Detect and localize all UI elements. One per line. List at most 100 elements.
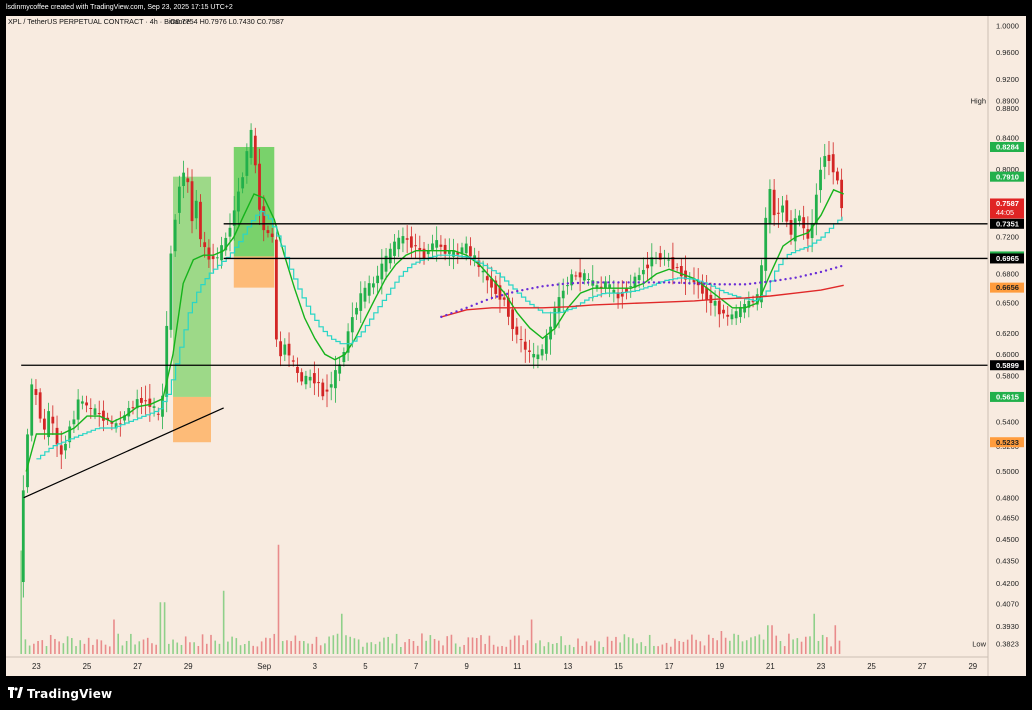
volume-bar	[556, 643, 558, 654]
candle-body	[452, 251, 455, 257]
candle-body	[827, 154, 831, 161]
candle-body	[519, 339, 523, 341]
volume-bar	[58, 641, 60, 654]
candle-body	[764, 217, 768, 271]
symbol-legend: XPL / TetherUS PERPETUAL CONTRACT · 4h ·…	[8, 17, 190, 26]
candle-body	[498, 285, 502, 300]
moving-average-dot	[769, 280, 772, 283]
price-tick-label: 0.4070	[996, 599, 1019, 608]
candle-body	[317, 382, 320, 384]
attribution-bar: lsdinmycoffee created with TradingView.c…	[0, 0, 1032, 16]
candle-body	[650, 257, 654, 267]
price-tick-label: 0.5800	[996, 372, 1019, 381]
candle-body	[494, 280, 498, 294]
candle-body	[810, 222, 814, 239]
candle-body	[798, 215, 801, 222]
candle-body	[464, 243, 468, 254]
volume-bar	[391, 643, 394, 654]
candle-body	[747, 300, 751, 308]
moving-average-dot	[753, 282, 757, 285]
candle-body	[447, 250, 451, 254]
candle-body	[460, 247, 464, 254]
candle-body	[148, 398, 152, 407]
candle-body	[397, 237, 401, 250]
candle-body	[26, 434, 29, 488]
price-label-value: 0.6965	[996, 254, 1019, 263]
volume-bar	[130, 633, 132, 654]
candle-body	[55, 427, 59, 445]
candle-body	[802, 217, 806, 229]
candle-body	[629, 286, 633, 288]
candlestick-chart[interactable]: 1.00000.96000.92000.88000.84000.80000.76…	[6, 16, 1026, 676]
volume-bar	[691, 634, 693, 654]
candle-body	[262, 206, 266, 231]
candle-body	[304, 375, 308, 385]
candle-body	[199, 201, 202, 240]
candle-body	[646, 264, 649, 269]
price-tick-label: 0.4800	[996, 493, 1019, 502]
volume-bar	[201, 634, 204, 654]
moving-average-dot	[460, 308, 463, 311]
volume-bar	[488, 635, 491, 654]
volume-bar	[125, 640, 128, 654]
volume-bar	[421, 633, 423, 654]
moving-average-dot	[490, 296, 494, 300]
candle-body	[51, 416, 55, 424]
volume-bar	[762, 639, 765, 654]
candle-body	[789, 220, 793, 235]
time-tick-label: 11	[513, 662, 521, 671]
volume-bar	[168, 643, 170, 654]
volume-bar	[400, 647, 402, 654]
tradingview-logo[interactable]: TradingView	[8, 687, 112, 701]
extreme-value-label: 0.3823	[996, 640, 1019, 649]
volume-bar	[239, 645, 242, 654]
moving-average-dot	[531, 287, 534, 290]
volume-bar	[703, 645, 706, 654]
price-tick-label: 1.0000	[996, 22, 1019, 31]
candle-body	[194, 200, 198, 219]
moving-average-dot	[759, 281, 762, 284]
volume-bar	[480, 635, 482, 654]
tradingview-brand: TradingView	[27, 687, 113, 701]
candle-body	[106, 417, 110, 420]
price-tick-label: 0.4650	[996, 514, 1019, 523]
moving-average-dot	[667, 281, 671, 284]
candle-body	[566, 285, 569, 287]
candle-body	[422, 248, 426, 258]
trendline[interactable]	[23, 407, 224, 499]
candle-body	[72, 419, 76, 425]
price-label-tag	[990, 360, 1024, 371]
candle-body	[300, 372, 304, 382]
volume-bar	[425, 640, 427, 654]
candle-body	[279, 341, 283, 357]
moving-average-dot	[536, 286, 539, 289]
chart-panel[interactable]: 1.00000.96000.92000.88000.84000.80000.76…	[6, 16, 1026, 676]
candle-body	[312, 373, 316, 384]
volume-bar	[720, 631, 723, 654]
candle-body	[713, 300, 717, 306]
price-label-tag	[990, 171, 1024, 182]
moving-average-dot	[500, 294, 504, 297]
volume-bar	[783, 646, 786, 654]
moving-average-dot	[546, 284, 549, 287]
volume-bar	[345, 635, 347, 654]
price-tick-label: 0.4350	[996, 557, 1019, 566]
volume-bar	[809, 636, 811, 654]
time-tick-label: 23	[817, 662, 826, 671]
volume-bar	[501, 645, 503, 654]
volume-bar	[197, 646, 200, 654]
price-tick-label: 0.8400	[996, 134, 1019, 143]
price-tick-label: 0.6500	[996, 298, 1019, 307]
candle-body	[127, 407, 131, 417]
volume-bar	[830, 646, 832, 654]
candle-body	[367, 283, 371, 296]
candle-body	[414, 245, 417, 247]
candle-body	[203, 242, 207, 248]
volume-bar	[159, 602, 162, 654]
candle-body	[401, 236, 405, 244]
candle-body	[633, 276, 637, 288]
candle-body	[426, 250, 430, 255]
volume-bar	[66, 636, 69, 654]
volume-bar	[303, 641, 305, 654]
candle-body	[582, 273, 586, 281]
